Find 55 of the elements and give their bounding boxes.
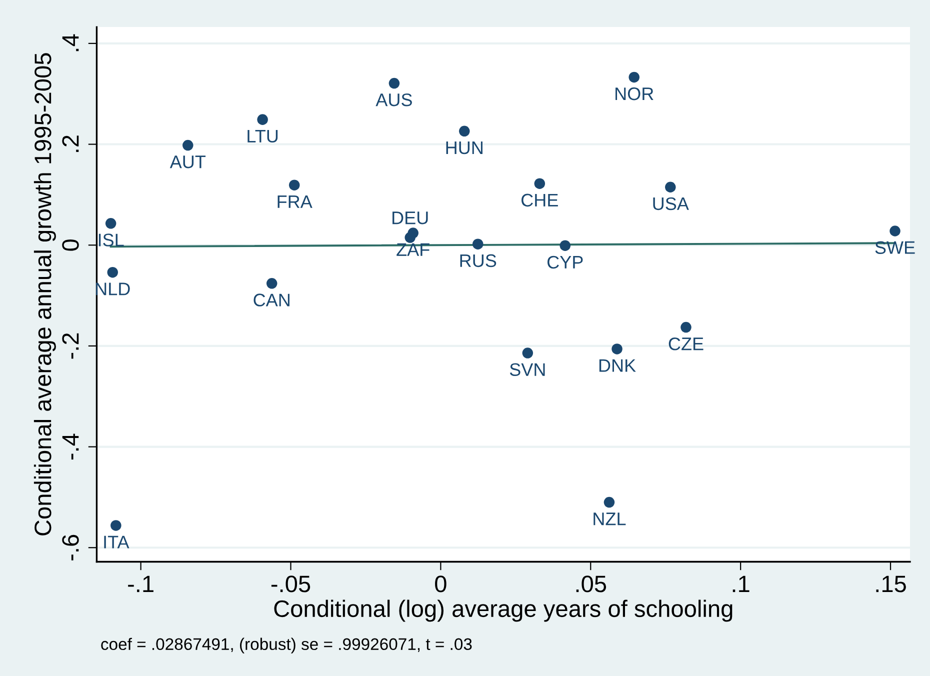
annotation: USA	[653, 197, 689, 210]
point	[257, 114, 268, 125]
annotation: ITA	[104, 536, 130, 548]
annotation: HUN	[446, 142, 482, 154]
point	[105, 218, 116, 229]
point	[288, 180, 300, 190]
x-tick-label: 0	[435, 576, 446, 592]
y-tick-label: -.6	[62, 534, 79, 560]
point	[604, 496, 615, 508]
x-axis-title: Conditional (log) average years of schooling	[274, 600, 732, 622]
point	[560, 240, 571, 251]
point	[388, 78, 400, 89]
point	[628, 72, 640, 83]
y-tick-label: .4	[62, 34, 79, 52]
x-tick-label: -.1	[128, 576, 154, 592]
annotation: CZE	[668, 337, 704, 350]
annotation: RUS	[460, 254, 496, 268]
x-tick-label: .1	[732, 576, 750, 592]
point	[472, 238, 484, 250]
annotation: CHE	[522, 194, 558, 207]
annotation: AUT	[170, 156, 206, 168]
annotation: CAN	[254, 294, 290, 306]
annotation: SVN	[510, 363, 545, 376]
point	[404, 232, 416, 243]
annotation: NOR	[616, 87, 654, 100]
annotation: LTU	[248, 130, 278, 143]
y-axis-title: Conditional average annual growth 1995-2005	[34, 53, 56, 536]
point	[110, 520, 122, 531]
point	[522, 348, 534, 358]
y-tick-label: .2	[62, 136, 79, 152]
text: coef = .02867491, (robust) se = .99926071, t = .03	[101, 638, 472, 654]
annotation: ISL	[98, 234, 124, 246]
y-tick-label: 0	[62, 239, 79, 251]
annotation: FRA	[278, 195, 312, 208]
x-tick-label: -.05	[271, 576, 310, 592]
point	[612, 344, 622, 354]
annotation: SWE	[875, 241, 915, 254]
point	[459, 126, 470, 137]
x-tick-label: .15	[876, 576, 906, 592]
annotation: DEU	[392, 212, 428, 224]
point	[107, 266, 118, 278]
annotation: ZAF	[396, 243, 430, 256]
point	[182, 140, 194, 151]
point	[890, 226, 900, 236]
annotation: AUS	[376, 93, 412, 106]
point	[665, 182, 676, 193]
x-tick-label: .05	[576, 576, 606, 592]
annotation: CYP	[547, 256, 583, 269]
annotation: DNK	[599, 359, 636, 372]
point	[680, 322, 692, 333]
y-tick-label: -.2	[62, 333, 79, 359]
annotation: NZL	[594, 512, 626, 526]
point	[266, 278, 278, 289]
point	[534, 178, 546, 189]
y-tick-label: -.4	[62, 434, 79, 460]
